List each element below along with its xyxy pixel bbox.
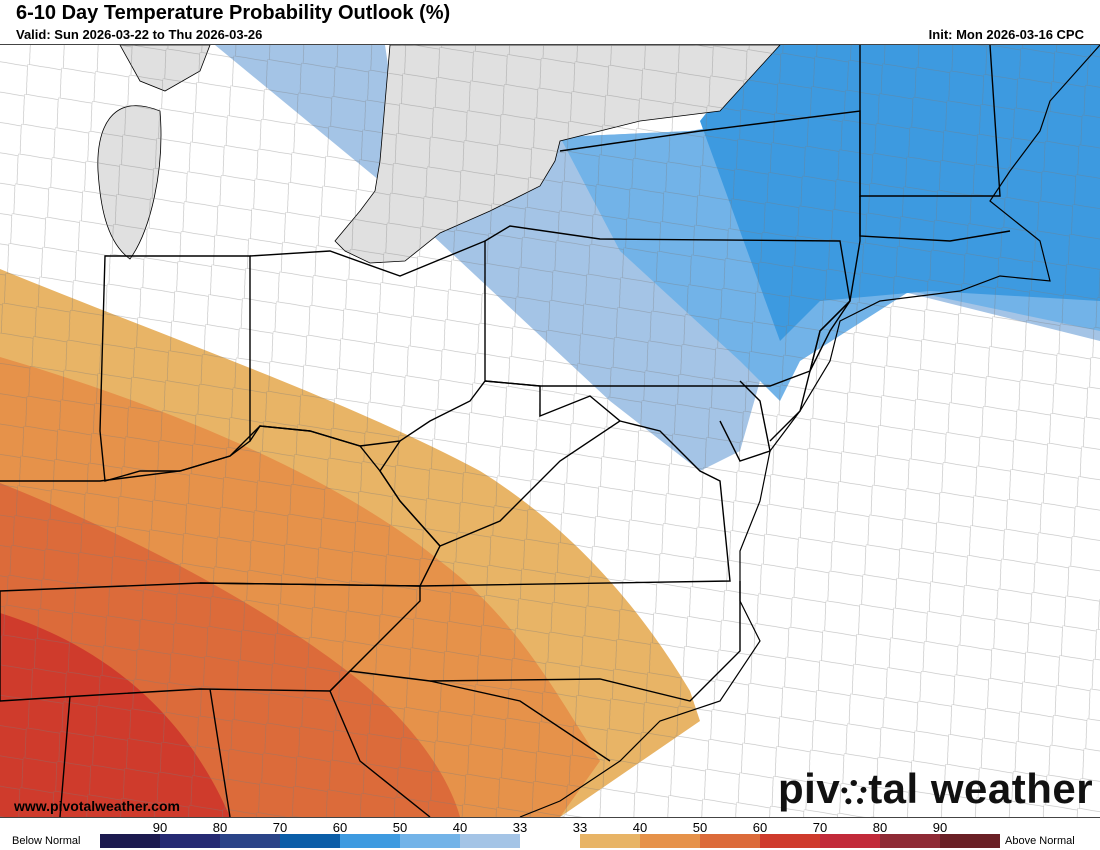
legend-swatch [700,834,760,848]
init-time: Init: Mon 2026-03-16 CPC [928,27,1084,42]
legend-tick-label: 60 [332,820,348,835]
legend-swatch [400,834,460,848]
legend-tick-label: 40 [452,820,468,835]
legend-tick-label: 90 [932,820,948,835]
legend-swatch [160,834,220,848]
legend-swatch [340,834,400,848]
atlantic-coast [519,45,1100,817]
legend-below-label: Below Normal [12,835,81,847]
legend-tick-label: 33 [512,820,528,835]
legend-swatch [940,834,1000,848]
state-borders [0,45,1011,817]
valid-period: Valid: Sun 2026-03-22 to Thu 2026-03-26 [16,27,263,42]
legend-tick-label: 70 [272,820,288,835]
header: 6-10 Day Temperature Probability Outlook… [0,0,1100,44]
legend-above-label: Above Normal [1005,835,1075,847]
gear-icon [841,780,868,806]
kentucky-border [0,425,441,587]
pivotal-weather-logo: piv tal weather [778,765,1094,812]
legend-tick-label: 90 [152,820,168,835]
legend-tick-label: 80 [212,820,228,835]
legend-swatch [280,834,340,848]
legend-tick-label: 50 [392,820,408,835]
new-jersey-border [769,300,851,442]
coastline [519,45,1100,817]
vermont-nh [859,45,1001,197]
legend-swatch [100,834,160,848]
color-legend: Below Normal Above Normal 90 80 70 60 50 40 33… [0,818,1100,850]
tennessee-border [0,586,421,702]
south-carolina-border [329,680,611,817]
north-carolina-border [329,581,741,702]
legend-tick-label: 80 [872,820,888,835]
website-watermark: www.pivotalweather.com [14,798,180,814]
legend-tick-label: 33 [572,820,588,835]
map-panel[interactable] [0,44,1100,818]
legend-swatch [880,834,940,848]
legend-swatch [220,834,280,848]
legend-swatch [820,834,880,848]
legend-tick-label: 60 [752,820,768,835]
map-title: 6-10 Day Temperature Probability Outlook… [16,2,451,24]
legend-swatch [580,834,640,848]
county-lines [0,45,1100,817]
map-canvas [0,45,1100,817]
mass-conn-border [859,196,1011,242]
georgia-alabama-border [59,688,231,817]
legend-tick-label: 40 [632,820,648,835]
legend-swatch [520,834,580,848]
legend-swatch [460,834,520,848]
legend-swatch [640,834,700,848]
legend-swatch [760,834,820,848]
legend-tick-label: 50 [692,820,708,835]
legend-tick-label: 70 [812,820,828,835]
